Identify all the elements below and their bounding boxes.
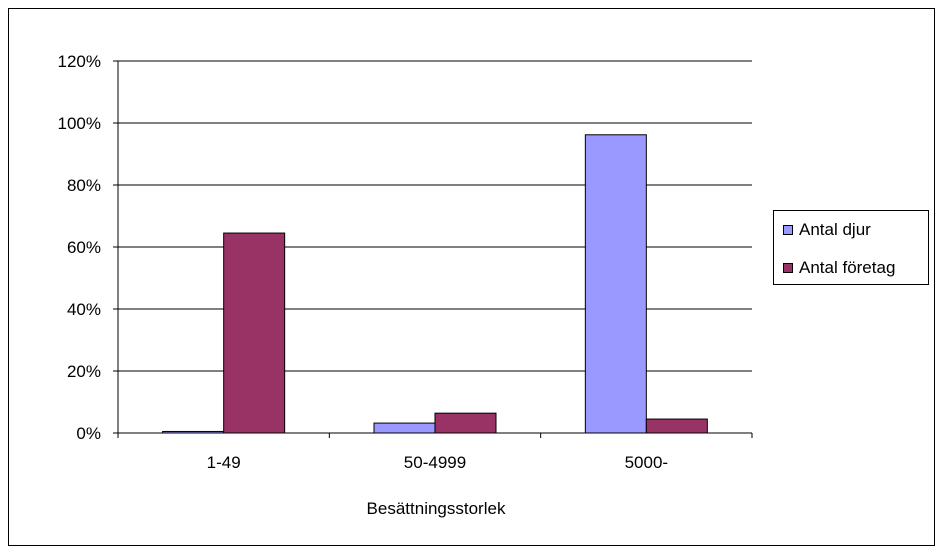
legend-swatch-antal-foretag — [783, 263, 793, 273]
y-tick-label: 120% — [58, 52, 101, 71]
y-tick-label: 20% — [67, 362, 101, 381]
bar-antal-djur-2 — [584, 134, 647, 434]
gridlines — [118, 60, 752, 372]
tick-labels: 0% 20% 40% 60% 80% 100% 120% 1-49 50-4999 5000- — [58, 52, 669, 472]
legend-item-antal-foretag: Antal företag — [783, 258, 895, 278]
y-tick-label: 0% — [76, 424, 101, 443]
axes — [113, 60, 753, 438]
bar-antal-f-retag-1 — [434, 412, 497, 434]
x-tick-label: 5000- — [625, 453, 668, 472]
bars — [162, 134, 708, 434]
y-tick-label: 40% — [67, 300, 101, 319]
y-tick-label: 60% — [67, 238, 101, 257]
legend-label-antal-foretag: Antal företag — [799, 258, 896, 277]
legend: Antal djur Antal företag — [773, 210, 929, 285]
y-tick-label: 80% — [67, 176, 101, 195]
x-tick-label: 1-49 — [207, 453, 241, 472]
bar-antal-f-retag-2 — [645, 418, 708, 434]
x-axis-title: Besättningsstorlek — [367, 499, 506, 518]
legend-swatch-antal-djur — [783, 225, 793, 235]
bar-antal-djur-0 — [162, 430, 225, 434]
legend-item-antal-djur: Antal djur — [783, 220, 871, 240]
bar-antal-f-retag-0 — [223, 232, 286, 434]
y-tick-label: 100% — [58, 114, 101, 133]
legend-label-antal-djur: Antal djur — [799, 220, 871, 239]
bar-antal-djur-1 — [373, 422, 436, 434]
x-tick-label: 50-4999 — [404, 453, 466, 472]
